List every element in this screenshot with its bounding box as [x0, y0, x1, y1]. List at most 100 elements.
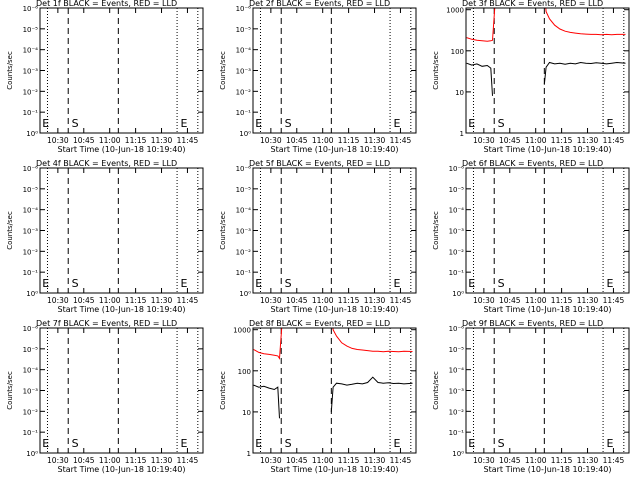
x-tick-label: 11:15	[551, 136, 573, 145]
x-tick-label: 11:30	[151, 456, 173, 465]
y-tick-label: 10⁻⁶	[236, 5, 252, 13]
y-tick-label: 10⁰	[239, 290, 251, 298]
plot-frame	[252, 327, 417, 454]
x-tick-label: 11:45	[390, 136, 412, 145]
y-tick-label: 10⁻²	[236, 88, 252, 96]
x-tick-label: 11:45	[177, 296, 199, 305]
annotation: E	[394, 117, 401, 130]
y-tick-label: 10⁻⁵	[236, 186, 252, 194]
y-tick-label: 10⁻⁶	[23, 5, 39, 13]
y-tick-label: 10⁻⁵	[449, 346, 465, 354]
panel: Det 1f BLACK = Events, RED = LLD Counts/s…	[6, 0, 204, 154]
y-tick-label: 10⁻²	[449, 408, 465, 416]
y-tick-label: 10⁻¹	[23, 269, 39, 277]
x-tick-label: 11:30	[577, 136, 599, 145]
plot-frame	[252, 7, 417, 134]
x-axis-label: Start Time (10-Jun-18 10:19:40)	[271, 465, 399, 474]
y-tick-label: 10⁻⁵	[23, 26, 39, 34]
x-axis-label: Start Time (10-Jun-18 10:19:40)	[484, 305, 612, 314]
y-tick-label: 10	[242, 409, 251, 417]
y-tick-label: 10⁰	[452, 450, 464, 458]
y-tick-label: 10⁻⁶	[449, 165, 465, 173]
annotation: S	[498, 117, 505, 130]
x-axis-label: Start Time (10-Jun-18 10:19:40)	[484, 145, 612, 154]
annotation: E	[607, 117, 614, 130]
x-tick-label: 11:30	[364, 296, 386, 305]
x-tick-label: 11:00	[99, 456, 121, 465]
plot-frame	[465, 327, 630, 454]
y-tick-label: 10⁰	[452, 290, 464, 298]
y-tick-label: 10⁻⁴	[236, 47, 252, 55]
x-tick-label: 10:30	[260, 136, 282, 145]
x-tick-label: 11:30	[151, 136, 173, 145]
x-tick-label: 11:30	[364, 456, 386, 465]
x-tick-label: 10:30	[47, 456, 69, 465]
x-tick-label: 11:00	[99, 136, 121, 145]
x-tick-label: 11:00	[312, 136, 334, 145]
annotation: S	[498, 277, 505, 290]
y-tick-label: 10⁻¹	[236, 109, 252, 117]
y-tick-label: 10⁻⁵	[23, 186, 39, 194]
plot-frame	[252, 167, 417, 294]
annotation: E	[181, 117, 188, 130]
x-tick-label: 11:45	[390, 296, 412, 305]
annotation: E	[468, 437, 475, 450]
x-axis-label: Start Time (10-Jun-18 10:19:40)	[484, 465, 612, 474]
x-tick-label: 10:30	[260, 296, 282, 305]
plot-frame	[39, 7, 204, 134]
x-tick-label: 10:30	[260, 456, 282, 465]
series-line	[253, 376, 413, 419]
x-axis-label: Start Time (10-Jun-18 10:19:40)	[58, 145, 186, 154]
annotation: E	[181, 277, 188, 290]
x-axis-label: Start Time (10-Jun-18 10:19:40)	[58, 465, 186, 474]
panel: Det 7f BLACK = Events, RED = LLD Counts/s…	[6, 319, 204, 474]
y-tick-label: 10⁻³	[449, 228, 465, 236]
x-tick-label: 11:15	[551, 296, 573, 305]
x-tick-label: 10:45	[499, 296, 521, 305]
y-tick-label: 10⁰	[26, 450, 38, 458]
x-tick-label: 11:00	[525, 136, 547, 145]
y-tick-label: 10⁻⁵	[23, 346, 39, 354]
panel-title: Det 9f BLACK = Events, RED = LLD	[462, 319, 603, 328]
y-tick-label: 10⁻²	[449, 248, 465, 256]
plot-frame	[465, 167, 630, 294]
y-axis-label: Counts/sec	[219, 51, 227, 90]
y-tick-label: 10⁻⁴	[449, 207, 465, 215]
panel: Det 3f BLACK = Events, RED = LLD Counts/s…	[432, 0, 630, 154]
y-tick-label: 10⁻¹	[23, 429, 39, 437]
y-axis-label: Counts/sec	[6, 371, 14, 410]
y-tick-label: 10⁻⁵	[449, 186, 465, 194]
x-tick-label: 10:45	[286, 456, 308, 465]
y-tick-label: 1	[247, 450, 251, 458]
y-tick-label: 100	[451, 48, 464, 56]
x-tick-label: 10:45	[73, 296, 95, 305]
annotation: S	[285, 277, 292, 290]
annotation: E	[394, 277, 401, 290]
y-tick-label: 1	[460, 130, 464, 138]
y-tick-label: 10⁻³	[236, 228, 252, 236]
annotation: E	[255, 277, 262, 290]
x-tick-label: 10:30	[473, 456, 495, 465]
y-axis-label: Counts/sec	[432, 371, 440, 410]
y-tick-label: 100	[238, 368, 251, 376]
plot-frame	[465, 7, 630, 134]
x-tick-label: 10:45	[73, 456, 95, 465]
x-tick-label: 11:30	[577, 296, 599, 305]
y-tick-label: 10⁻¹	[449, 429, 465, 437]
y-tick-label: 10⁻¹	[23, 109, 39, 117]
x-tick-label: 11:15	[125, 456, 147, 465]
x-tick-label: 11:30	[577, 456, 599, 465]
x-tick-label: 11:45	[603, 136, 625, 145]
annotation: S	[72, 437, 79, 450]
y-tick-label: 10⁻⁵	[236, 26, 252, 34]
panel: Det 9f BLACK = Events, RED = LLD Counts/s…	[432, 319, 630, 474]
annotation: S	[72, 117, 79, 130]
panel-title: Det 7f BLACK = Events, RED = LLD	[36, 319, 177, 328]
y-tick-label: 10⁻⁴	[23, 47, 39, 55]
y-tick-label: 10⁻³	[236, 68, 252, 76]
y-tick-label: 10⁻³	[23, 68, 39, 76]
y-tick-label: 10⁻²	[23, 88, 39, 96]
panel-title: Det 5f BLACK = Events, RED = LLD	[249, 159, 390, 168]
y-tick-label: 1000	[233, 327, 251, 335]
x-tick-label: 11:00	[525, 296, 547, 305]
